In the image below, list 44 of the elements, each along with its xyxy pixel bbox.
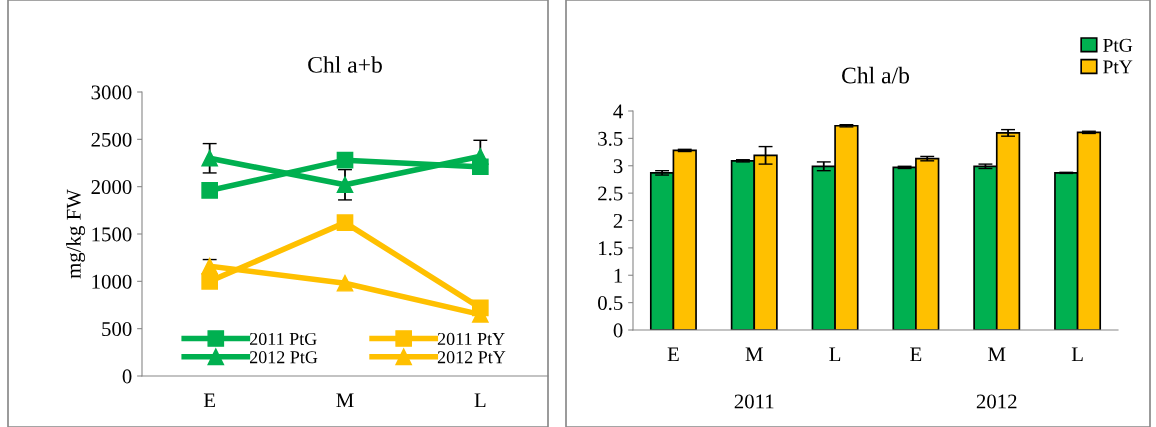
- x-tick-label: E: [910, 347, 922, 362]
- y-tick-label: 1: [614, 268, 623, 283]
- legend-label: 2012 PtY: [437, 351, 506, 364]
- y-tick-label: 1500: [92, 227, 132, 242]
- y-tick-label: 1000: [92, 274, 132, 289]
- y-tick-label: 0: [613, 323, 623, 338]
- x-tick-label: L: [829, 347, 841, 362]
- y-tick-label: 2.5: [598, 186, 623, 201]
- y-tick-label: 1.5: [599, 241, 623, 256]
- legend-label: 2012 PtG: [249, 351, 318, 364]
- y-tick-label: 2500: [91, 132, 132, 147]
- legend-label: PtY: [1103, 60, 1133, 74]
- text: 2011: [734, 394, 774, 409]
- x-tick-label: E: [667, 347, 679, 362]
- x-tick-label: L: [1071, 347, 1083, 362]
- y-tick-label: 2: [613, 213, 623, 228]
- y-axis-title: mg/kg FW: [66, 189, 86, 279]
- legend-label: 2011 PtY: [437, 332, 505, 346]
- point: [201, 182, 219, 199]
- x-tick-label: E: [203, 393, 215, 408]
- point: [201, 257, 219, 275]
- y-tick-label: 500: [102, 322, 132, 337]
- x-tick-label: M: [988, 347, 1006, 362]
- x-tick-label: M: [336, 393, 354, 408]
- point: [336, 214, 354, 231]
- y-tick-label: 2000: [91, 180, 132, 195]
- chart-title: Chl a+b: [308, 56, 382, 73]
- legend-label: PtG: [1103, 38, 1133, 52]
- y-tick-label: 3.5: [598, 131, 623, 146]
- point: [336, 151, 354, 169]
- point: [201, 272, 219, 290]
- y-tick-label: 0.5: [598, 296, 623, 311]
- point: [336, 176, 354, 194]
- point: [336, 274, 354, 292]
- chart-title: Chl a/b: [842, 66, 910, 84]
- text: 2012: [976, 394, 1017, 409]
- y-tick-label: 4: [613, 104, 623, 119]
- y-tick-label: 3: [613, 159, 623, 174]
- legend-label: 2011 PtG: [249, 332, 317, 346]
- y-tick-label: 3000: [91, 85, 132, 100]
- x-tick-label: L: [474, 393, 486, 408]
- point: [201, 149, 219, 167]
- y-tick-label: 0: [122, 369, 132, 384]
- x-tick-label: M: [745, 347, 763, 362]
